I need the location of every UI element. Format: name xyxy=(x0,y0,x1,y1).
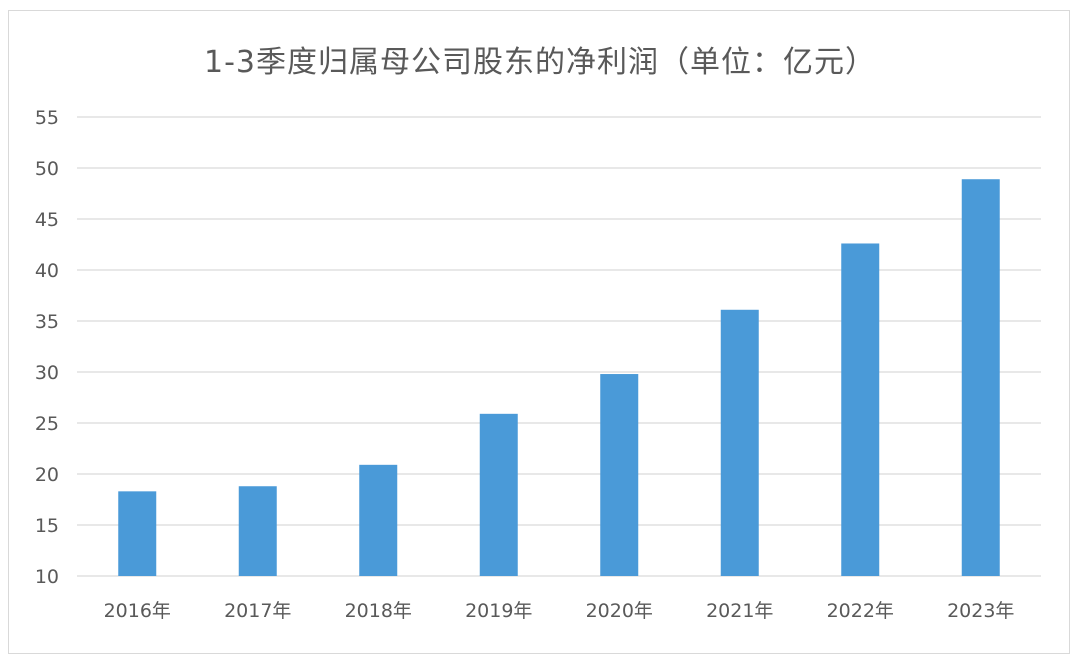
gridlines xyxy=(77,116,1041,577)
bar-2023年 xyxy=(961,179,1000,576)
y-tick-label: 35 xyxy=(35,311,59,333)
bar-2021年 xyxy=(720,309,759,576)
bar-2019年 xyxy=(479,413,518,576)
y-tick-label: 45 xyxy=(35,209,59,231)
x-tick-label: 2018年 xyxy=(345,600,412,622)
x-tick-label: 2022年 xyxy=(827,600,894,622)
chart-title: 1-3季度归属母公司股东的净利润（单位：亿元） xyxy=(204,45,876,80)
y-tick-label: 25 xyxy=(35,413,59,435)
bar-2020年 xyxy=(600,374,639,576)
bar-2018年 xyxy=(359,464,398,576)
bar-2017年 xyxy=(238,486,277,576)
y-tick-label: 20 xyxy=(35,464,59,486)
y-tick-label: 55 xyxy=(35,107,59,129)
y-tick-label: 30 xyxy=(35,362,59,384)
y-tick-label: 40 xyxy=(35,260,59,282)
y-axis-ticks: 10 15 20 25 30 35 40 45 50 55 xyxy=(35,107,59,588)
x-tick-label: 2016年 xyxy=(104,600,171,622)
bar-chart-plot: 10 15 20 25 30 35 40 45 50 55 2016年 2017年 2018年 2019… xyxy=(35,107,1041,622)
x-tick-label: 2023年 xyxy=(947,600,1014,622)
bars xyxy=(118,179,1000,577)
x-tick-label: 2019年 xyxy=(465,600,532,622)
y-tick-label: 10 xyxy=(35,566,59,588)
x-axis-ticks: 2016年 2017年 2018年 2019年 2020年 2021年 2022年 2023年 xyxy=(104,600,1015,622)
x-tick-label: 2021年 xyxy=(706,600,773,622)
y-tick-label: 15 xyxy=(35,515,59,537)
bar-2022年 xyxy=(841,243,880,577)
bar-2016年 xyxy=(118,491,157,576)
x-tick-label: 2017年 xyxy=(224,600,291,622)
x-tick-label: 2020年 xyxy=(586,600,653,622)
chart-frame: 1-3季度归属母公司股东的净利润（单位：亿元） 10 15 20 25 30 35 40 45… xyxy=(8,10,1070,654)
y-tick-label: 50 xyxy=(35,158,59,180)
